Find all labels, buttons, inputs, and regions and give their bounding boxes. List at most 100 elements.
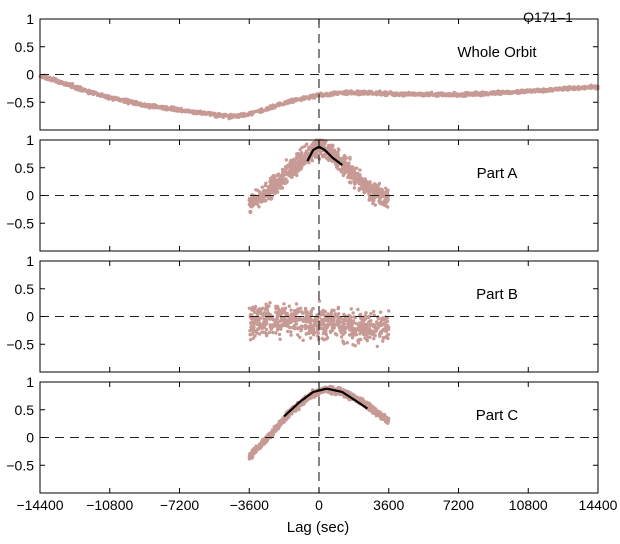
- data-point: [350, 321, 355, 326]
- data-point: [337, 315, 341, 320]
- data-point: [149, 104, 153, 108]
- data-point: [493, 92, 498, 97]
- data-point: [354, 322, 359, 326]
- data-point: [336, 307, 340, 311]
- data-point: [383, 327, 387, 331]
- data-point: [308, 312, 313, 316]
- data-point: [282, 302, 286, 306]
- data-point: [259, 312, 264, 316]
- data-point: [300, 145, 304, 150]
- data-point: [443, 92, 447, 96]
- data-point: [323, 309, 327, 314]
- data-point: [237, 115, 241, 119]
- data-point: [375, 344, 379, 349]
- data-point: [315, 326, 320, 330]
- data-point: [365, 338, 369, 343]
- x-tick-label: 0: [315, 497, 323, 513]
- data-point: [248, 112, 252, 117]
- data-point: [379, 413, 384, 417]
- data-point: [271, 330, 275, 335]
- data-point: [566, 86, 570, 91]
- data-point: [329, 310, 334, 314]
- data-point: [347, 328, 352, 332]
- data-point: [321, 320, 326, 324]
- data-point: [180, 110, 184, 114]
- data-point: [350, 90, 354, 94]
- data-point: [322, 329, 326, 333]
- data-point: [315, 324, 319, 328]
- data-point: [300, 162, 305, 167]
- data-point: [304, 308, 308, 313]
- data-point: [248, 333, 252, 337]
- data-point: [378, 310, 383, 314]
- data-point: [356, 339, 360, 343]
- data-point: [232, 113, 236, 117]
- data-point: [375, 321, 380, 325]
- data-point: [284, 158, 288, 162]
- data-point: [372, 182, 377, 186]
- data-point: [257, 205, 261, 209]
- data-point: [271, 173, 276, 178]
- x-tick-label: 3600: [373, 497, 404, 513]
- data-point: [263, 184, 267, 188]
- data-point: [372, 309, 376, 314]
- data-point: [545, 88, 550, 92]
- data-point: [184, 109, 188, 113]
- data-point: [279, 327, 283, 331]
- data-point: [256, 322, 260, 326]
- data-point: [268, 323, 272, 327]
- data-point: [95, 93, 100, 98]
- data-point: [248, 315, 252, 319]
- data-point: [299, 306, 303, 310]
- data-point: [369, 184, 373, 188]
- data-point: [378, 334, 382, 338]
- data-point: [86, 90, 90, 94]
- data-point: [248, 203, 252, 207]
- data-point: [268, 106, 272, 111]
- data-point: [340, 157, 344, 161]
- data-point: [333, 152, 338, 157]
- data-point: [258, 316, 263, 320]
- data-point: [255, 331, 259, 335]
- data-point: [303, 323, 308, 328]
- data-point: [256, 312, 260, 316]
- data-point: [367, 335, 371, 339]
- y-tick-label: 0.5: [15, 281, 35, 297]
- data-point: [357, 175, 362, 180]
- data-point: [367, 326, 372, 331]
- data-point: [523, 89, 527, 93]
- data-point: [347, 165, 352, 169]
- data-point: [267, 330, 272, 335]
- data-point: [317, 149, 322, 153]
- data-point: [333, 315, 337, 319]
- data-point: [484, 92, 488, 96]
- data-point: [272, 318, 276, 322]
- data-point: [291, 319, 296, 323]
- data-point: [300, 402, 304, 407]
- data-point: [289, 312, 294, 316]
- data-point: [368, 91, 372, 96]
- y-tick-label: −0.5: [6, 457, 34, 473]
- data-point: [311, 143, 315, 147]
- data-point: [365, 326, 369, 331]
- data-point: [367, 405, 371, 410]
- data-point: [176, 109, 181, 113]
- y-tick-label: −0.5: [6, 336, 34, 352]
- data-point: [255, 328, 259, 332]
- data-point: [295, 406, 299, 410]
- data-point: [339, 167, 344, 172]
- data-point: [386, 336, 390, 341]
- data-point: [539, 88, 543, 93]
- data-point: [282, 308, 287, 312]
- data-point: [294, 302, 299, 306]
- data-point: [337, 148, 341, 152]
- data-point: [242, 114, 247, 118]
- data-point: [339, 392, 344, 396]
- data-point: [311, 93, 316, 97]
- y-tick-label: 1: [26, 132, 34, 148]
- data-point: [366, 314, 371, 319]
- data-point: [390, 92, 394, 97]
- data-point: [348, 176, 352, 180]
- data-point: [378, 201, 382, 205]
- data-point: [384, 415, 389, 420]
